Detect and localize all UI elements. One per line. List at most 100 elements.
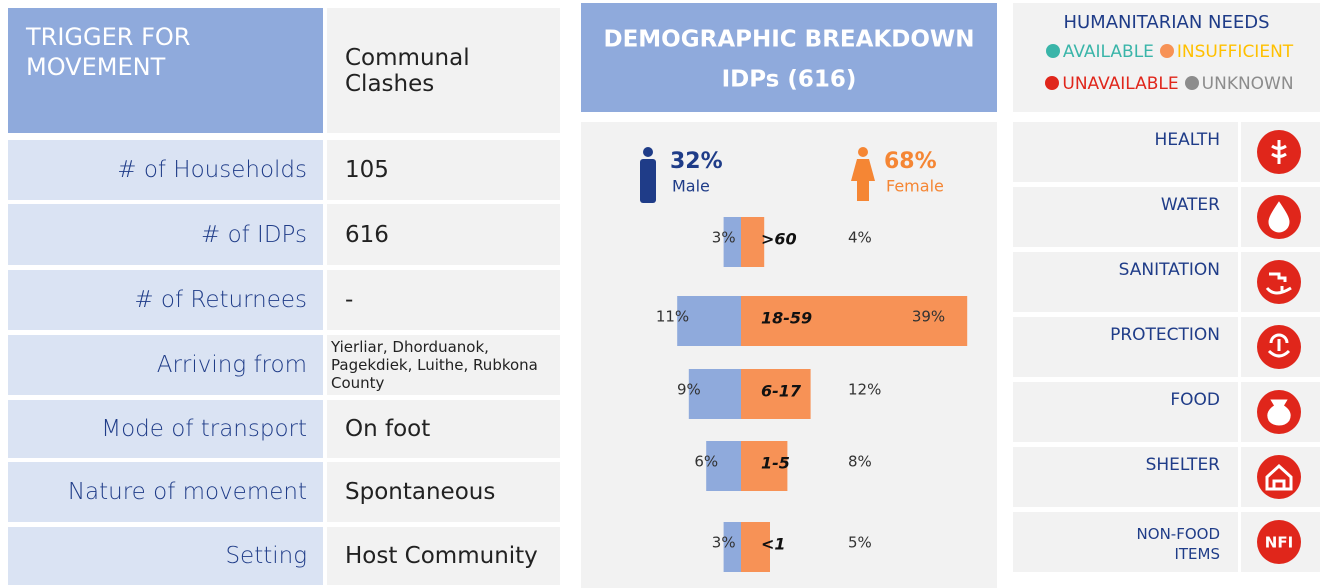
legend-dot xyxy=(1045,76,1060,90)
need-icon xyxy=(1238,252,1301,312)
icon-glyph xyxy=(1267,399,1291,426)
age-label: 1-5 xyxy=(761,454,790,473)
row-label: # of Households xyxy=(8,140,323,200)
male-value-label: 11% xyxy=(656,308,689,326)
need-label: HEALTH xyxy=(1154,130,1220,150)
male-value-label: 3% xyxy=(712,229,736,247)
need-icon xyxy=(1238,317,1301,377)
row-label: # of IDPs xyxy=(8,204,323,265)
icon-glyph xyxy=(1265,463,1293,491)
row-value: - xyxy=(327,270,560,330)
legend-dot xyxy=(1159,44,1174,58)
female-percent: 68% xyxy=(884,149,937,174)
need-row: SANITATION xyxy=(1013,252,1320,312)
female-label: Female xyxy=(886,177,944,196)
person-icon xyxy=(851,159,875,201)
age-label: <1 xyxy=(761,535,786,554)
need-icon xyxy=(1238,122,1301,182)
icon-divider xyxy=(1238,317,1241,377)
male-bar xyxy=(723,522,741,572)
need-status-icon xyxy=(1257,260,1301,304)
demo-body xyxy=(581,122,997,588)
row-value: Spontaneous xyxy=(327,462,560,522)
need-icon xyxy=(1238,447,1301,507)
row-value: 105 xyxy=(327,140,560,200)
row-value: 616 xyxy=(327,204,560,265)
person-icon xyxy=(643,147,653,157)
icon-divider xyxy=(1238,252,1241,312)
male-value-label: 9% xyxy=(677,381,701,399)
need-row: HEALTH xyxy=(1013,122,1320,182)
icon-glyph xyxy=(1268,201,1290,233)
age-label: 6-17 xyxy=(761,382,802,401)
demo-title: DEMOGRAPHIC BREAKDOWN xyxy=(603,27,974,53)
female-value-label: 39% xyxy=(912,308,945,326)
need-label: WATER xyxy=(1160,195,1220,215)
need-row: WATER xyxy=(1013,187,1320,247)
legend-label: UNKNOWN xyxy=(1201,74,1294,94)
female-value-label: 8% xyxy=(848,453,872,471)
male-value-label: 3% xyxy=(712,534,736,552)
need-status-icon xyxy=(1257,520,1301,564)
person-icon xyxy=(640,159,656,203)
male-bar xyxy=(723,217,741,267)
row-label: Mode of transport xyxy=(8,400,323,458)
female-bar xyxy=(741,441,788,491)
need-icon xyxy=(1238,382,1301,442)
age-label: >60 xyxy=(761,230,797,249)
male-label: Male xyxy=(672,177,710,196)
need-icon xyxy=(1238,187,1301,247)
legend-label: INSUFFICIENT xyxy=(1176,42,1294,62)
need-row: SHELTER xyxy=(1013,447,1320,507)
icon-glyph xyxy=(1265,272,1292,295)
legend-label: AVAILABLE xyxy=(1062,42,1154,62)
female-value-label: 12% xyxy=(848,381,881,399)
need-label: PROTECTION xyxy=(1110,325,1220,345)
need-row: FOOD xyxy=(1013,382,1320,442)
needs-legend: AVAILABLE INSUFFICIENT xyxy=(1013,42,1320,62)
male-bar xyxy=(677,296,741,346)
legend-dot xyxy=(1045,44,1060,58)
need-label: NON-FOOD ITEMS xyxy=(1136,525,1220,563)
icon-glyph xyxy=(1267,333,1291,358)
icon-text: NFI xyxy=(1265,534,1293,552)
icon-divider xyxy=(1238,382,1241,442)
female-bar xyxy=(741,522,770,572)
need-icon: NFI xyxy=(1238,512,1301,572)
person-icon xyxy=(858,147,868,157)
female-bar xyxy=(741,217,765,267)
row-label: # of Returnees xyxy=(8,270,323,330)
need-label: SHELTER xyxy=(1145,455,1220,475)
need-label: FOOD xyxy=(1170,390,1220,410)
male-bar xyxy=(706,441,741,491)
male-bar xyxy=(688,369,741,419)
male-percent: 32% xyxy=(670,149,723,174)
row-label: Arriving from xyxy=(8,335,323,395)
legend-dot xyxy=(1184,76,1199,90)
female-bar xyxy=(741,369,811,419)
trigger-value: Communal Clashes xyxy=(327,8,560,133)
row-label: Setting xyxy=(8,527,323,585)
icon-glyph xyxy=(1271,140,1287,164)
female-bar xyxy=(741,296,968,346)
demo-subtitle: IDPs (616) xyxy=(722,67,857,93)
legend-label: UNAVAILABLE xyxy=(1062,74,1179,94)
needs-title: HUMANITARIAN NEEDS xyxy=(1063,12,1270,33)
icon-divider xyxy=(1238,187,1241,247)
icon-divider xyxy=(1238,447,1241,507)
icon-divider xyxy=(1238,512,1241,572)
need-status-icon xyxy=(1257,455,1301,499)
need-label: SANITATION xyxy=(1118,260,1220,280)
row-value: Yierliar, Dhorduanok, Pagekdiek, Luithe,… xyxy=(327,335,560,395)
age-label: 18-59 xyxy=(761,309,812,328)
trigger-label: TRIGGER FOR MOVEMENT xyxy=(8,8,323,133)
need-row: NON-FOOD ITEMS NFI xyxy=(1013,512,1320,572)
female-value-label: 5% xyxy=(848,534,872,552)
row-label: Nature of movement xyxy=(8,462,323,522)
male-value-label: 6% xyxy=(694,453,718,471)
row-value: On foot xyxy=(327,400,560,458)
female-value-label: 4% xyxy=(848,229,872,247)
need-row: PROTECTION xyxy=(1013,317,1320,377)
demo-header xyxy=(581,3,997,112)
